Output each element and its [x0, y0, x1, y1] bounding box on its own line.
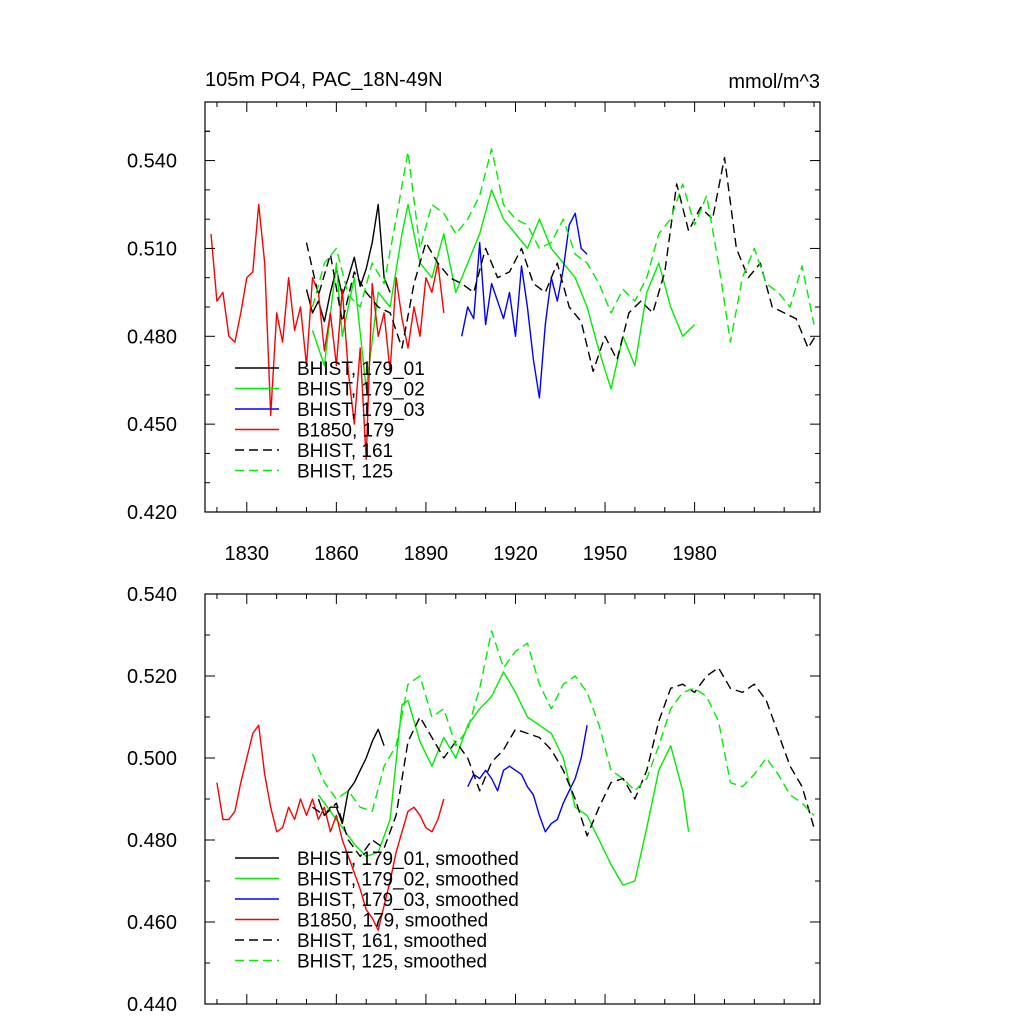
y-tick-label: 0.540	[127, 584, 177, 606]
series-line-2	[467, 725, 588, 833]
series-line-5	[311, 630, 815, 816]
series-line-5	[311, 148, 815, 343]
y-tick-label: 0.510	[127, 238, 177, 260]
y-tick-label: 0.520	[127, 666, 177, 688]
top-panel-raw: 105m PO4, PAC_18N-49N mmol/m^3 1830 1860 1…	[127, 69, 821, 565]
y-tick-label: 0.420	[127, 502, 177, 524]
legend-label-1: BHIST, 179_02	[297, 380, 425, 401]
y-tick-label: 0.540	[127, 151, 177, 173]
series-line-3	[216, 724, 445, 931]
series-line-4	[312, 667, 815, 858]
y-tick-label: 0.480	[127, 830, 177, 852]
x-tick-label: 1920	[493, 543, 538, 565]
series-line-2	[461, 212, 588, 399]
series-line-0	[317, 728, 385, 825]
legend-label-0: BHIST, 179_01	[297, 359, 425, 380]
y-tick-label: 0.480	[127, 326, 177, 348]
x-tick-label: 1890	[404, 543, 449, 565]
y-tick-label: 0.450	[127, 414, 177, 436]
legend-label-4: BHIST, 161	[297, 441, 393, 462]
legend-label-5: BHIST, 125, smoothed	[297, 952, 487, 973]
legend-label-3: B1850, 179, smoothed	[297, 911, 488, 932]
y-tick-label: 0.500	[127, 748, 177, 770]
series-line-1	[317, 671, 690, 886]
x-tick-label: 1950	[583, 543, 628, 565]
series-line-1	[311, 189, 696, 390]
x-tick-label: 1860	[314, 543, 359, 565]
legend-label-4: BHIST, 161, smoothed	[297, 931, 487, 952]
legend-label-0: BHIST, 179_01, smoothed	[297, 849, 519, 870]
legend-label-3: B1850, 179	[297, 421, 394, 442]
legend-label-2: BHIST, 179_03	[297, 400, 425, 421]
legend-label-1: BHIST, 179_02, smoothed	[297, 870, 519, 891]
x-tick-label: 1980	[672, 543, 717, 565]
units-label: mmol/m^3	[728, 71, 820, 93]
chart-title: 105m PO4, PAC_18N-49N	[205, 69, 443, 91]
legend-label-2: BHIST, 179_03, smoothed	[297, 890, 519, 911]
y-tick-label: 0.440	[127, 994, 177, 1016]
bottom-panel-smoothed: 0.440 0.460 0.480 0.500 0.520 0.540 BHIST, 179…	[127, 584, 821, 1016]
x-tick-label: 1830	[225, 543, 270, 565]
legend-label-5: BHIST, 125	[297, 462, 393, 483]
y-tick-label: 0.460	[127, 912, 177, 934]
